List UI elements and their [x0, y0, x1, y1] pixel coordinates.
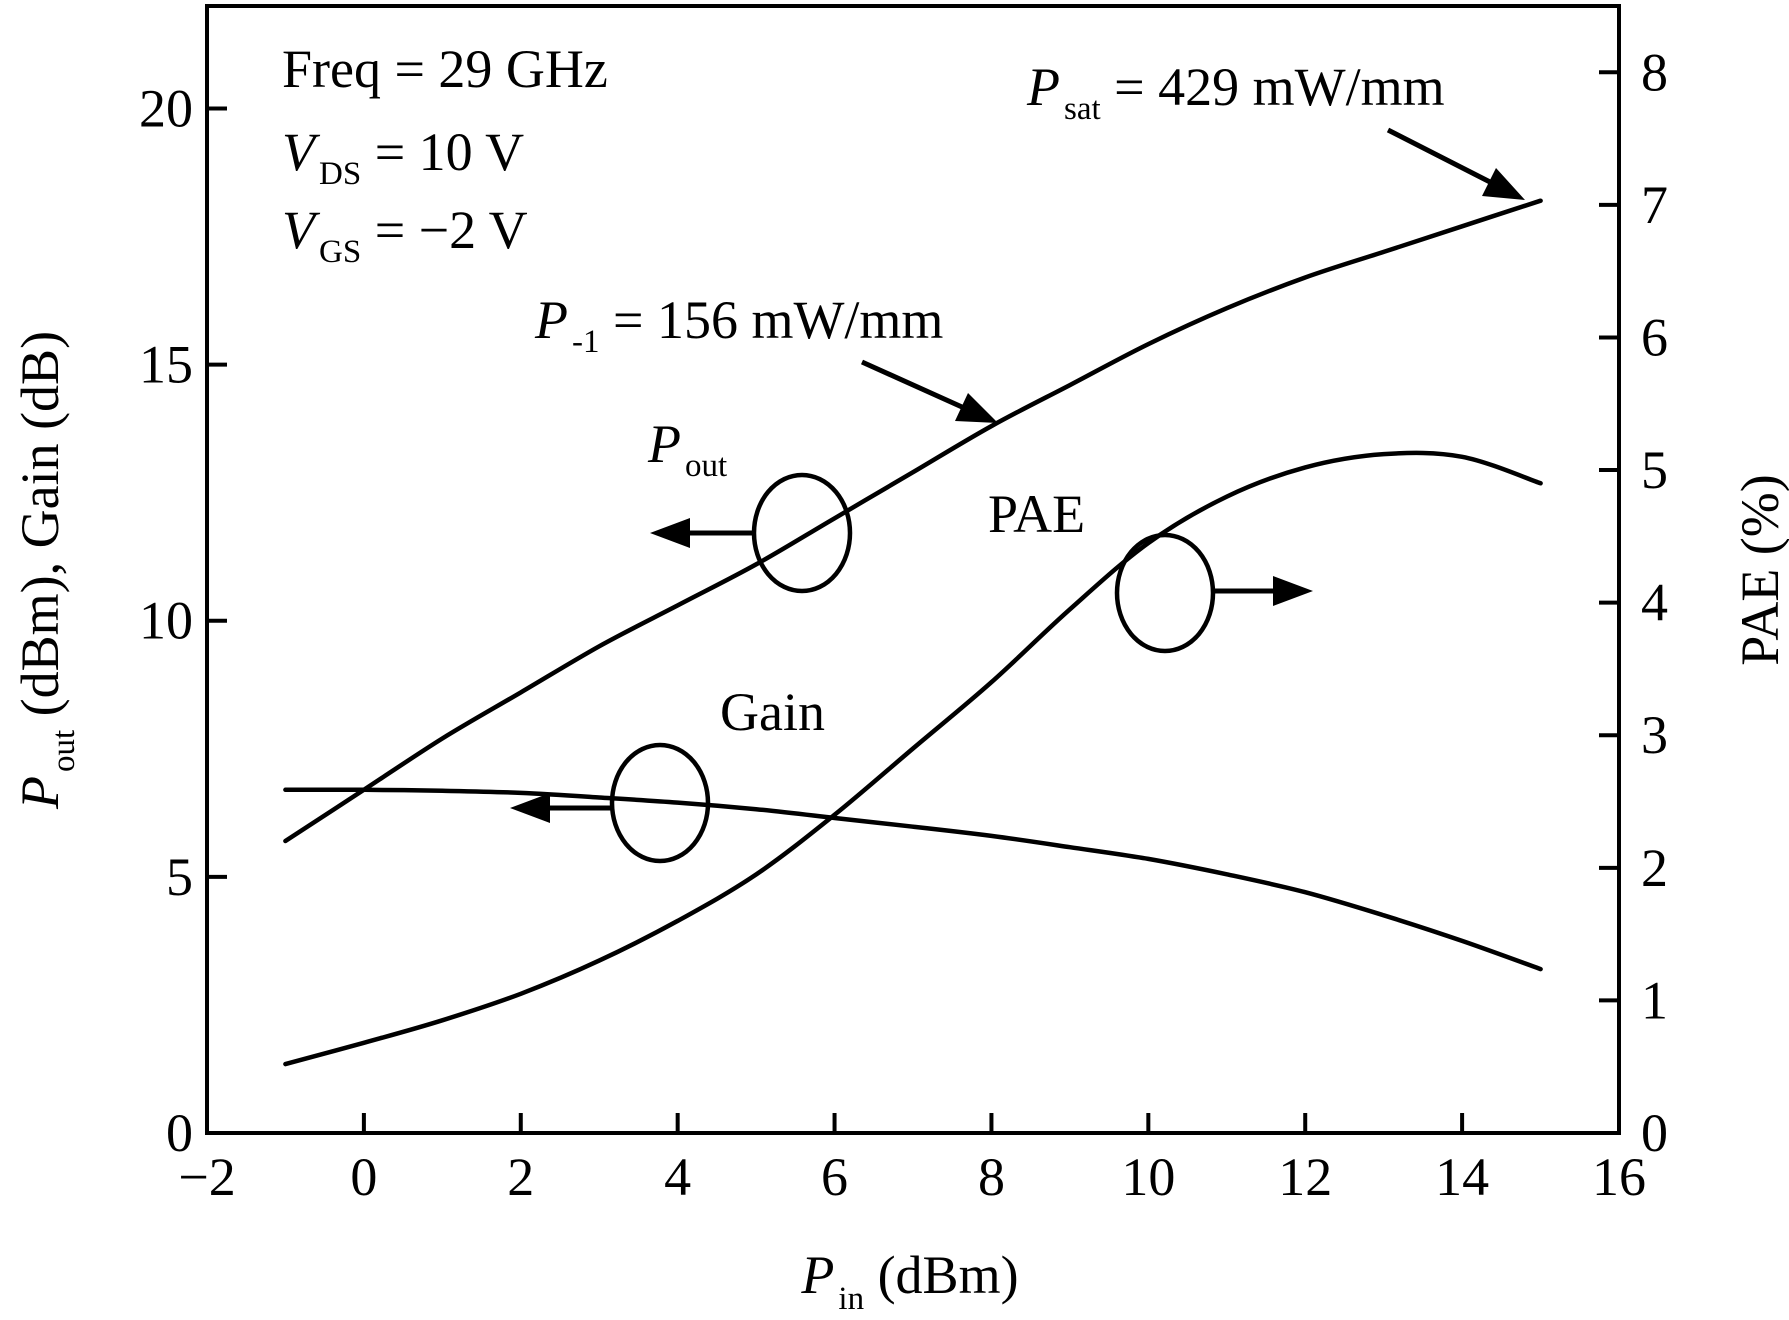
right-y-tick-label: 7	[1641, 175, 1668, 235]
x-tick-label: 0	[350, 1147, 377, 1207]
x-tick-label: 2	[507, 1147, 534, 1207]
pae-series-label: PAE	[988, 484, 1085, 544]
gain-arrow-head	[510, 793, 550, 823]
condition-vgs: V GS = −2 V	[282, 200, 528, 270]
x-tick-label: 12	[1278, 1147, 1332, 1207]
right-y-tick-label: 6	[1641, 307, 1668, 367]
x-axis-ticks: −2 0 2 4 6 8 10 12 14 16	[178, 1113, 1646, 1207]
right-y-axis-title: PAE (%)	[1730, 474, 1789, 666]
x-tick-label: 4	[664, 1147, 691, 1207]
p1db-callout-arrow	[860, 359, 998, 423]
left-y-tick-label: 5	[166, 847, 193, 907]
condition-vds: V DS = 10 V	[282, 122, 524, 192]
right-y-tick-label: 5	[1641, 440, 1668, 500]
condition-freq: Freq = 29 GHz	[282, 39, 608, 99]
pae-arrow-head	[1273, 576, 1313, 606]
x-tick-label: 10	[1121, 1147, 1175, 1207]
right-y-tick-label: 2	[1641, 838, 1668, 898]
left-y-tick-label: 0	[166, 1103, 193, 1163]
gain-series-label: Gain	[720, 682, 825, 742]
p1db-annotation: P -1 = 156 mW/mm	[534, 290, 943, 360]
series-line-gain	[283, 787, 1543, 972]
left-y-tick-label: 20	[139, 78, 193, 138]
gain-group-marker	[510, 742, 711, 864]
right-y-axis-ticks: 0 1 2 3 4 5 6 7 8	[1599, 42, 1668, 1163]
x-tick-label: −2	[178, 1147, 235, 1207]
right-y-tick-label: 0	[1641, 1103, 1668, 1163]
right-y-tick-label: 3	[1641, 705, 1668, 765]
right-y-tick-label: 8	[1641, 42, 1668, 102]
x-tick-label: 6	[821, 1147, 848, 1207]
pout-marker-ellipse	[751, 472, 853, 594]
x-tick-label: 14	[1435, 1147, 1489, 1207]
gain-marker-ellipse	[609, 742, 711, 864]
left-y-axis-ticks: 0 5 10 15 20	[139, 78, 227, 1163]
right-y-tick-label: 4	[1641, 573, 1668, 633]
left-y-tick-label: 15	[139, 335, 193, 395]
series-line-pae	[283, 450, 1543, 1067]
left-y-tick-label: 10	[139, 591, 193, 651]
x-tick-label: 8	[978, 1147, 1005, 1207]
pae-group-marker	[1114, 532, 1313, 654]
plot-frame	[205, 4, 1621, 1135]
x-tick-label: 16	[1592, 1147, 1646, 1207]
psat-callout-arrow	[1386, 127, 1525, 200]
pout-group-marker	[650, 472, 853, 594]
pout-arrow-head	[650, 518, 690, 548]
left-y-axis-title: Pout (dBm), Gain (dB)	[10, 331, 82, 810]
series-line-pout	[283, 198, 1543, 844]
pae-marker-ellipse	[1114, 532, 1216, 654]
right-y-tick-label: 1	[1641, 970, 1668, 1030]
series-curves	[283, 198, 1543, 1067]
